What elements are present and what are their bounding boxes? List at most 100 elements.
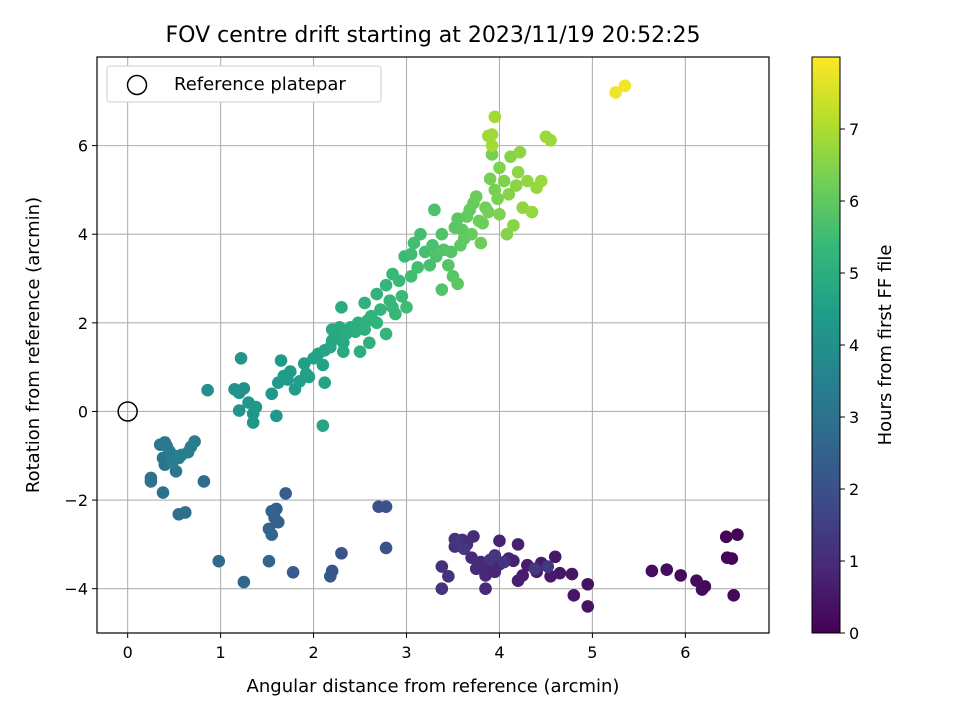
data-point — [389, 307, 402, 321]
data-point — [493, 534, 506, 548]
data-point — [731, 528, 744, 541]
data-point — [335, 546, 348, 560]
plot-frame — [96, 56, 770, 634]
data-point — [435, 283, 449, 296]
data-point — [337, 345, 350, 358]
data-point — [469, 190, 483, 203]
colorbar-tick-label: 4 — [849, 336, 859, 355]
x-tick-label: 0 — [123, 643, 133, 662]
x-tick-label: 5 — [587, 643, 597, 662]
data-point — [297, 357, 311, 370]
data-point — [485, 148, 499, 161]
data-point — [435, 227, 449, 241]
data-point — [541, 560, 555, 573]
data-point — [395, 289, 409, 303]
data-point — [156, 486, 170, 499]
data-point — [270, 409, 283, 423]
data-point — [234, 351, 248, 365]
data-point — [374, 303, 387, 316]
data-point — [513, 145, 527, 159]
data-point — [444, 245, 458, 259]
data-point — [544, 133, 557, 147]
data-point — [201, 383, 214, 397]
data-point — [237, 575, 251, 589]
x-axis-ticks: 0 1 2 3 4 5 6 — [123, 633, 690, 662]
data-point — [581, 577, 595, 591]
x-tick-label: 4 — [494, 643, 504, 662]
data-points — [144, 79, 744, 613]
data-point — [497, 174, 511, 188]
x-tick-label: 2 — [308, 643, 318, 662]
data-point — [544, 569, 557, 583]
data-point — [511, 574, 525, 588]
legend-box — [106, 65, 382, 103]
colorbar-tick-label: 1 — [849, 552, 859, 571]
data-point — [482, 205, 495, 219]
data-point — [411, 261, 424, 274]
data-point — [507, 219, 520, 232]
data-point — [392, 274, 406, 288]
y-tick-label: 0 — [78, 402, 88, 421]
x-tick-label: 1 — [216, 643, 226, 662]
colorbar-label: Hours from first FF file — [875, 245, 896, 446]
y-tick-label: 2 — [78, 314, 88, 333]
data-point — [534, 174, 548, 188]
data-point — [457, 542, 471, 556]
x-axis-label: Angular distance from reference (arcmin) — [247, 676, 620, 697]
data-point — [521, 174, 534, 188]
data-point — [497, 555, 511, 569]
y-axis-ticks: −4 −2 0 2 4 6 — [64, 137, 97, 599]
data-point — [618, 79, 632, 93]
data-point — [286, 565, 300, 579]
data-point — [483, 172, 497, 186]
grid-lines — [97, 57, 769, 633]
data-point — [212, 554, 226, 568]
data-point — [465, 227, 478, 241]
data-point — [509, 179, 523, 192]
data-point — [172, 507, 186, 521]
data-point — [284, 365, 297, 378]
data-point — [353, 345, 367, 358]
legend-marker — [126, 74, 148, 96]
data-point — [428, 203, 441, 217]
colorbar-tick-label: 7 — [849, 120, 859, 139]
data-point — [268, 511, 281, 525]
data-point — [426, 239, 439, 252]
data-point — [479, 582, 492, 595]
colorbar-tick-label: 0 — [849, 624, 859, 643]
data-point — [372, 500, 385, 514]
data-point — [265, 528, 279, 541]
data-point — [423, 258, 437, 272]
data-point — [379, 327, 393, 341]
data-point — [265, 387, 279, 401]
data-point — [488, 549, 502, 562]
data-point — [363, 336, 376, 350]
data-point — [404, 247, 418, 261]
data-point — [474, 236, 488, 250]
data-point — [414, 227, 427, 241]
data-point — [488, 110, 502, 124]
data-point — [370, 287, 384, 301]
data-point — [719, 530, 733, 544]
data-point — [727, 589, 740, 602]
data-point — [318, 376, 332, 389]
data-point — [232, 404, 246, 417]
y-tick-label: 6 — [78, 137, 88, 156]
data-point — [407, 236, 421, 250]
data-point — [525, 205, 539, 219]
data-point — [175, 448, 188, 462]
data-point — [511, 165, 525, 179]
data-point — [660, 563, 674, 576]
data-point — [491, 192, 504, 206]
data-point — [476, 216, 490, 230]
colorbar — [811, 56, 841, 634]
data-point — [274, 354, 288, 367]
data-point — [237, 382, 251, 395]
data-point — [279, 487, 292, 500]
x-tick-label: 6 — [680, 643, 690, 662]
data-point — [316, 358, 330, 372]
data-point — [500, 227, 514, 241]
data-point — [165, 456, 179, 469]
colorbar-tick-label: 5 — [849, 264, 859, 283]
